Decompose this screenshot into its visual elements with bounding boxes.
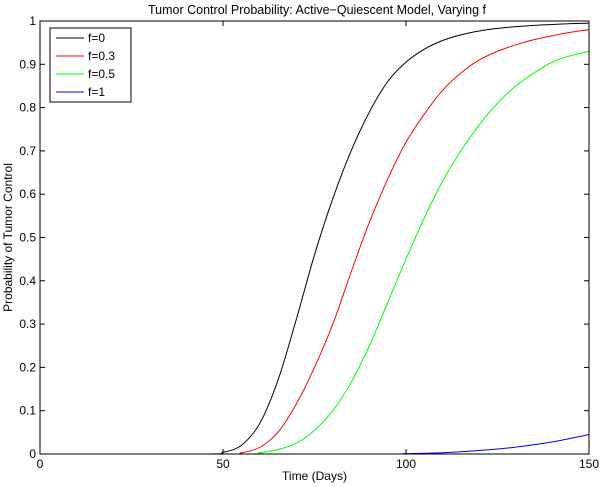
y-tick-label: 0.9	[19, 57, 36, 71]
legend-label: f=0.3	[88, 49, 115, 63]
series-line-f-0-5	[39, 50, 590, 455]
y-tick-label: 0.7	[19, 144, 36, 158]
x-tick-label: 150	[579, 457, 599, 471]
y-tick-label: 0.1	[19, 404, 36, 418]
y-tick-label: 0.8	[19, 101, 36, 115]
x-tick-label: 0	[37, 457, 44, 471]
series-line-f-0-3	[39, 29, 590, 455]
x-tick-label: 100	[396, 457, 416, 471]
chart-title: Tumor Control Probability: Active−Quiesc…	[148, 3, 487, 17]
x-tick-label: 50	[216, 457, 230, 471]
y-tick-label: 0.4	[19, 274, 36, 288]
legend-label: f=1	[88, 85, 105, 99]
y-axis-title: Probability of Tumor Control	[1, 163, 15, 312]
y-tick-label: 1	[29, 14, 36, 28]
legend-box	[49, 27, 132, 103]
y-tick-label: 0.3	[19, 317, 36, 331]
y-tick-label: 0.6	[19, 187, 36, 201]
y-tick-label: 0.2	[19, 360, 36, 374]
x-axis: 0 50 100 150	[37, 21, 599, 471]
y-tick-label: 0.5	[19, 231, 36, 245]
legend-label: f=0.5	[88, 67, 115, 81]
y-tick-label: 0	[29, 447, 36, 461]
legend: f=0 f=0.3 f=0.5 f=1	[49, 27, 132, 103]
x-axis-title: Time (Days)	[282, 469, 347, 483]
series-line-f-0	[39, 22, 590, 455]
y-axis: 0 0.1 0.2 0.3 0.4 0.5 0.6 0.7 0.8 0.9 1	[19, 14, 589, 461]
legend-label: f=0	[88, 31, 105, 45]
